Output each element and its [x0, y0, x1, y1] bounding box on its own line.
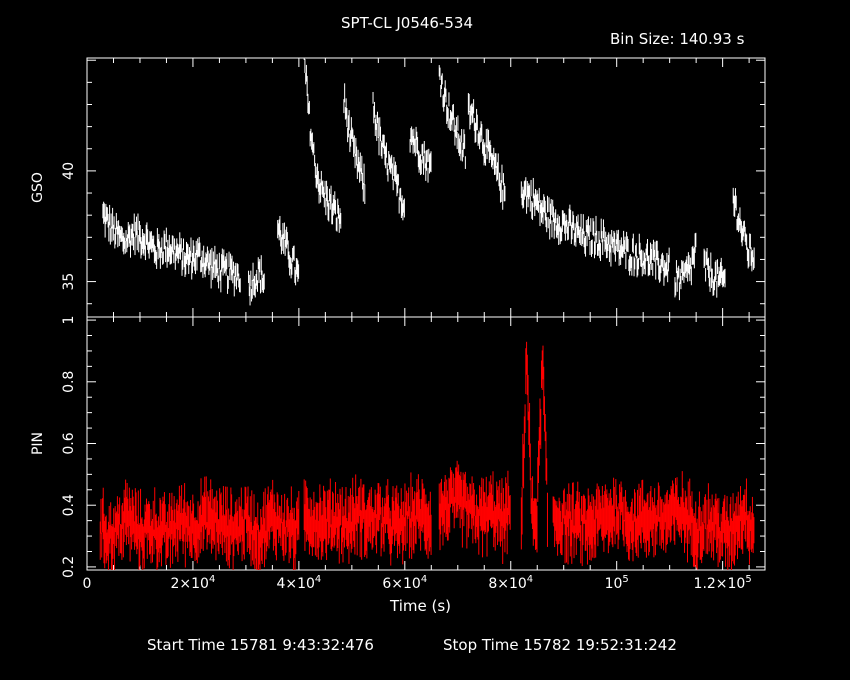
x-tick-label: 105 — [605, 574, 629, 592]
y-tick-label: 0.2 — [61, 556, 77, 578]
x-tick-label: 4×104 — [276, 574, 321, 592]
start-time-label: Start Time 15781 9:43:32:476 — [147, 636, 374, 654]
y-tick-label: 0.8 — [61, 371, 77, 393]
series-top — [102, 58, 755, 306]
y-tick-label: 0.4 — [61, 494, 77, 516]
y-axis-label: GSO — [30, 172, 46, 203]
y-tick-label: 40 — [61, 162, 77, 180]
y-tick-label: 35 — [61, 273, 77, 291]
chart-title: SPT-CL J0546-534 — [341, 14, 474, 32]
y-axis-label: PIN — [30, 432, 46, 455]
series-bottom — [99, 341, 755, 570]
x-tick-label: 2×104 — [171, 574, 216, 592]
x-tick-label: 6×104 — [382, 574, 427, 592]
x-tick-label: 0 — [83, 576, 92, 592]
bin-size-label: Bin Size: 140.93 s — [610, 30, 745, 48]
stop-time-label: Stop Time 15782 19:52:31:242 — [443, 636, 677, 654]
y-tick-label: 1 — [61, 316, 77, 325]
x-tick-label: 1.2×105 — [694, 574, 752, 592]
y-tick-label: 0.6 — [61, 432, 77, 454]
plot-frame-top — [86, 57, 766, 318]
x-tick-label: 8×104 — [488, 574, 533, 592]
x-axis-label: Time (s) — [390, 597, 451, 615]
